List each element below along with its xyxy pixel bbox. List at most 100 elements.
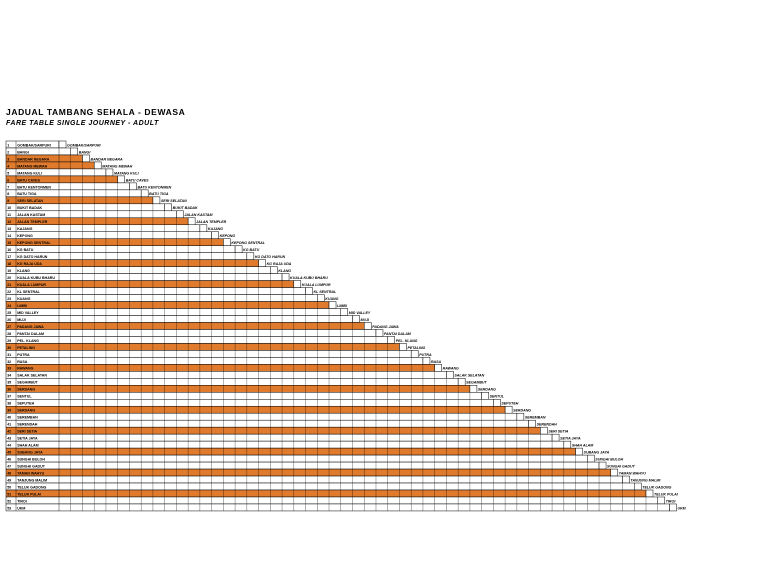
- station-column-label: KUALA LUMPUR: [302, 283, 331, 287]
- station-number: 23: [7, 297, 11, 301]
- station-column-label: SERENDAH: [537, 423, 558, 427]
- station-column-label: MUJI: [361, 318, 371, 322]
- station-column-label: PETALING: [407, 346, 425, 350]
- fare-row-band: [5, 440, 565, 449]
- station-number: 51: [7, 492, 11, 496]
- station-column-label: SHAH ALAM: [572, 444, 594, 448]
- diagonal-cell: [457, 378, 466, 386]
- station-column-label: SENTUL: [490, 395, 504, 399]
- station-number: 44: [7, 444, 11, 448]
- station-column-label: TANJUNG MALIM: [631, 478, 662, 482]
- fare-row-band: [5, 280, 295, 288]
- station-name: SERI SETIA: [17, 430, 37, 434]
- station-number: 24: [7, 304, 11, 308]
- station-name: MATANG KULI: [17, 171, 42, 175]
- station-column-label: TELUK GADONG: [642, 485, 671, 489]
- station-number: 14: [7, 234, 11, 238]
- station-number: 21: [7, 283, 11, 287]
- station-name: UKM: [17, 506, 25, 510]
- diagonal-cell: [176, 210, 184, 219]
- fare-row-band: [5, 503, 670, 512]
- station-name: TIROI: [17, 499, 27, 503]
- station-column-label: KL SENTRAL: [314, 290, 337, 294]
- fare-row-band: [5, 433, 553, 442]
- station-name: KLANG: [17, 269, 30, 273]
- fare-row-band: [5, 496, 658, 505]
- fare-row-band: [5, 405, 506, 414]
- station-name: SUNGAI GADUT: [17, 464, 46, 468]
- station-number: 53: [7, 506, 11, 510]
- diagonal-cell: [363, 322, 372, 330]
- diagonal-cell: [528, 419, 536, 428]
- diagonal-cell: [352, 315, 360, 323]
- station-number: 26: [7, 318, 11, 322]
- diagonal-cell: [375, 329, 384, 337]
- fare-row-band: [5, 350, 412, 358]
- station-number: 13: [7, 227, 11, 231]
- fare-row-band: [5, 447, 576, 456]
- station-name: SERDANG: [17, 388, 35, 392]
- station-column-label: TELUK PULAI: [654, 492, 679, 496]
- station-number: 25: [7, 311, 11, 315]
- station-name: BANDAR NEGARA: [17, 157, 50, 161]
- station-name: SHAH ALAM: [17, 444, 38, 448]
- diagonal-cell: [140, 189, 149, 198]
- station-name: SENTUL: [17, 395, 32, 399]
- station-number: 42: [7, 430, 11, 434]
- station-column-label: SEPUTEH: [501, 402, 518, 406]
- diagonal-cell: [410, 350, 419, 358]
- diagonal-cell: [340, 308, 349, 316]
- station-name: SERDANG: [17, 409, 35, 413]
- station-number: 36: [7, 388, 11, 392]
- station-name: KUALA LUMPUR: [17, 283, 46, 287]
- station-name: KAJANG: [17, 227, 32, 231]
- station-name: KG DATO HARUN: [17, 255, 48, 259]
- station-column-label: SALAK SELATAN: [454, 374, 484, 378]
- fare-row-band: [5, 147, 71, 156]
- station-name: SEREMBAN: [17, 416, 38, 420]
- diagonal-cell: [587, 454, 595, 463]
- station-name: GOMBAK/SARPURI: [17, 143, 51, 147]
- diagonal-cell: [211, 231, 219, 239]
- station-number: 47: [7, 464, 11, 468]
- station-number: 30: [7, 346, 11, 350]
- station-number: 50: [7, 485, 11, 489]
- station-number: 3: [7, 157, 9, 161]
- station-column-label: BANDAR NEGARA: [90, 157, 123, 161]
- station-name: SEGAMBUT: [17, 381, 38, 385]
- fare-row-band: [5, 231, 212, 239]
- fare-row-band: [5, 426, 541, 435]
- diagonal-cell: [293, 280, 302, 288]
- station-number: 12: [7, 220, 11, 224]
- station-column-label: BUKIT BADAK: [173, 206, 198, 210]
- station-name: BATU KENTONMEN: [17, 185, 51, 189]
- station-column-label: SETIA JAYA: [560, 437, 581, 441]
- station-name: PADANG JAWA: [17, 325, 44, 329]
- station-name: SERI SELATAN: [17, 199, 43, 203]
- diagonal-cell: [516, 412, 525, 421]
- station-column-label: MID VALLEY: [349, 311, 371, 315]
- fare-row-band: [5, 475, 623, 484]
- station-number: 43: [7, 437, 11, 441]
- station-number: 20: [7, 276, 11, 280]
- diagonal-cell: [540, 426, 548, 435]
- page-subtitle: FARE TABLE SINGLE JOURNEY - ADULT: [6, 120, 159, 127]
- fare-row-band: [5, 315, 353, 323]
- station-column-label: SERI SELATAN: [161, 199, 187, 203]
- station-column-label: KG RAJA UDA: [267, 262, 292, 266]
- station-number: 48: [7, 471, 11, 475]
- station-name: MID VALLEY: [17, 311, 39, 315]
- station-name: PUTRA: [17, 353, 30, 357]
- station-column-label: MATANG KULI: [114, 171, 140, 175]
- station-name: BANGI: [17, 150, 29, 154]
- fare-row-band: [5, 419, 529, 428]
- fare-row-band: [5, 482, 635, 491]
- station-name: PETALING: [17, 346, 35, 350]
- diagonal-cell: [422, 357, 431, 365]
- station-column-label: SEGAMBUT: [466, 381, 487, 385]
- diagonal-cell: [634, 482, 642, 491]
- station-number: 5: [7, 171, 9, 175]
- diagonal-cell: [669, 503, 677, 512]
- station-column-label: LIMBI: [337, 304, 348, 308]
- station-column-label: PADANG JAWA: [372, 325, 399, 329]
